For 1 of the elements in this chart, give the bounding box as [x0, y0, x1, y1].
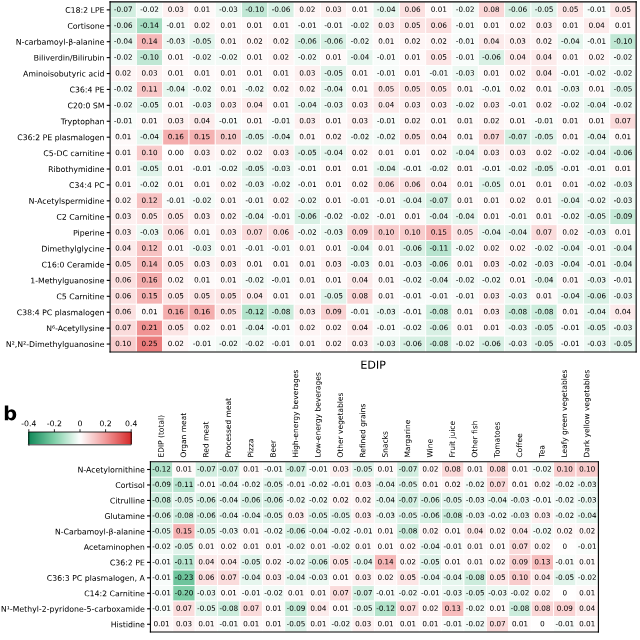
chart-title: b [4, 405, 17, 421]
